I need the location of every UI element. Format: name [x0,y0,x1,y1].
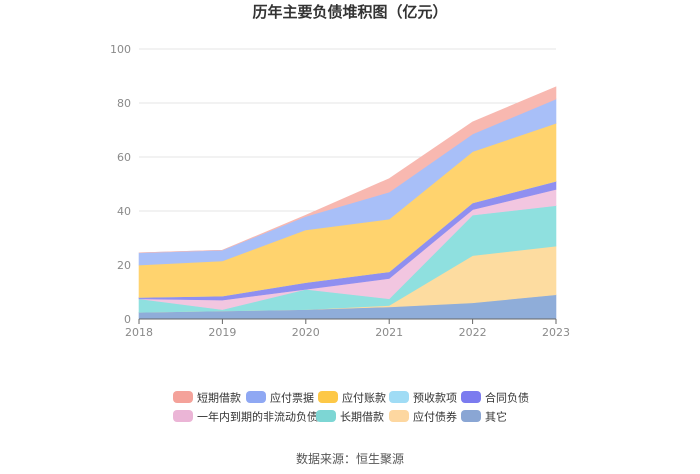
legend-swatch [173,391,193,403]
legend-swatch [246,391,266,403]
y-tick-label: 40 [117,205,131,218]
y-tick-label: 100 [110,43,131,56]
x-tick-label: 2019 [208,326,236,339]
legend-swatch [173,410,193,422]
legend-swatch [389,410,409,422]
x-tick-label: 2023 [542,326,570,339]
x-tick-label: 2020 [292,326,320,339]
legend-label: 一年内到期的非流动负债 [197,410,318,424]
legend-label: 应付账款 [342,391,386,405]
legend-label: 其它 [485,410,507,424]
y-tick-label: 80 [117,97,131,110]
legend-swatch [461,391,481,403]
legend-label: 应付债券 [413,410,457,424]
data-source: 数据来源：恒生聚源 [296,451,404,466]
legend-label: 长期借款 [340,410,384,424]
x-tick-label: 2022 [459,326,487,339]
x-tick-label: 2021 [375,326,403,339]
legend-label: 应付票据 [270,391,314,405]
y-tick-label: 20 [117,259,131,272]
legend-label: 预收款项 [413,391,457,405]
x-tick-label: 2018 [125,326,153,339]
legend-swatch [461,410,481,422]
chart-title: 历年主要负债堆积图（亿元） [252,3,447,21]
legend-swatch [389,391,409,403]
axes: 0 20 40 60 80 100 2018 2019 2020 2021 2022 2023 [110,43,570,339]
y-tick-label: 0 [124,313,131,326]
legend-label: 短期借款 [197,391,241,405]
legend-label: 合同负债 [485,391,529,405]
legend-swatch [316,410,336,422]
legend-swatch [318,391,338,403]
y-tick-label: 60 [117,151,131,164]
area-series [138,86,557,320]
area-短期借款 [138,86,557,254]
